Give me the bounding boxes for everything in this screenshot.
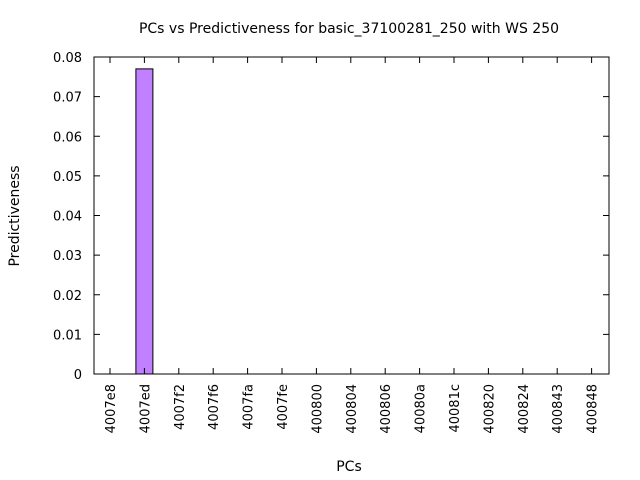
chart-title: PCs vs Predictiveness for basic_37100281… <box>139 21 559 37</box>
x-ticks-group: 4007e8 4007ed 4007f2 4007f6 4007fa 4007fe 4008… <box>104 57 601 434</box>
y-tick-label: 0.07 <box>53 91 82 106</box>
x-tick-label: 4007fa <box>242 384 257 430</box>
x-tick-label: 4007e8 <box>104 384 119 433</box>
y-tick-label: 0 <box>74 368 82 383</box>
plot-area-border <box>93 56 610 375</box>
y-tick-label: 0.08 <box>53 51 82 66</box>
y-tick-label: 0.04 <box>53 210 82 225</box>
y-tick-label: 0.06 <box>53 130 82 145</box>
x-tick-label: 400804 <box>345 384 360 434</box>
x-tick-label: 400843 <box>551 384 566 434</box>
x-tick-label: 400848 <box>586 384 601 434</box>
x-tick-label: 4007f6 <box>207 384 222 430</box>
y-ticks-group: 0 0.01 0.02 0.03 0.04 0.05 0.06 0.07 0.08 <box>53 51 609 383</box>
bars-group <box>135 68 154 375</box>
x-tick-label: 40081c <box>448 384 463 433</box>
x-tick-label: 4007f2 <box>173 384 188 430</box>
y-axis-label: Predictiveness <box>7 165 23 266</box>
x-tick-label: 400800 <box>310 384 325 434</box>
y-tick-label: 0.05 <box>53 170 82 185</box>
x-tick-label: 40080a <box>414 384 429 433</box>
y-tick-label: 0.01 <box>53 328 82 343</box>
y-tick-label: 0.03 <box>53 249 82 264</box>
x-tick-label: 4007ed <box>138 384 153 433</box>
x-tick-label: 400820 <box>482 384 497 434</box>
x-axis-label: PCs <box>336 459 362 475</box>
x-tick-label: 4007fe <box>276 384 291 430</box>
bar-4007ed <box>135 68 154 375</box>
x-tick-label: 400806 <box>379 384 394 434</box>
x-tick-label: 400824 <box>517 384 532 434</box>
y-tick-label: 0.02 <box>53 289 82 304</box>
